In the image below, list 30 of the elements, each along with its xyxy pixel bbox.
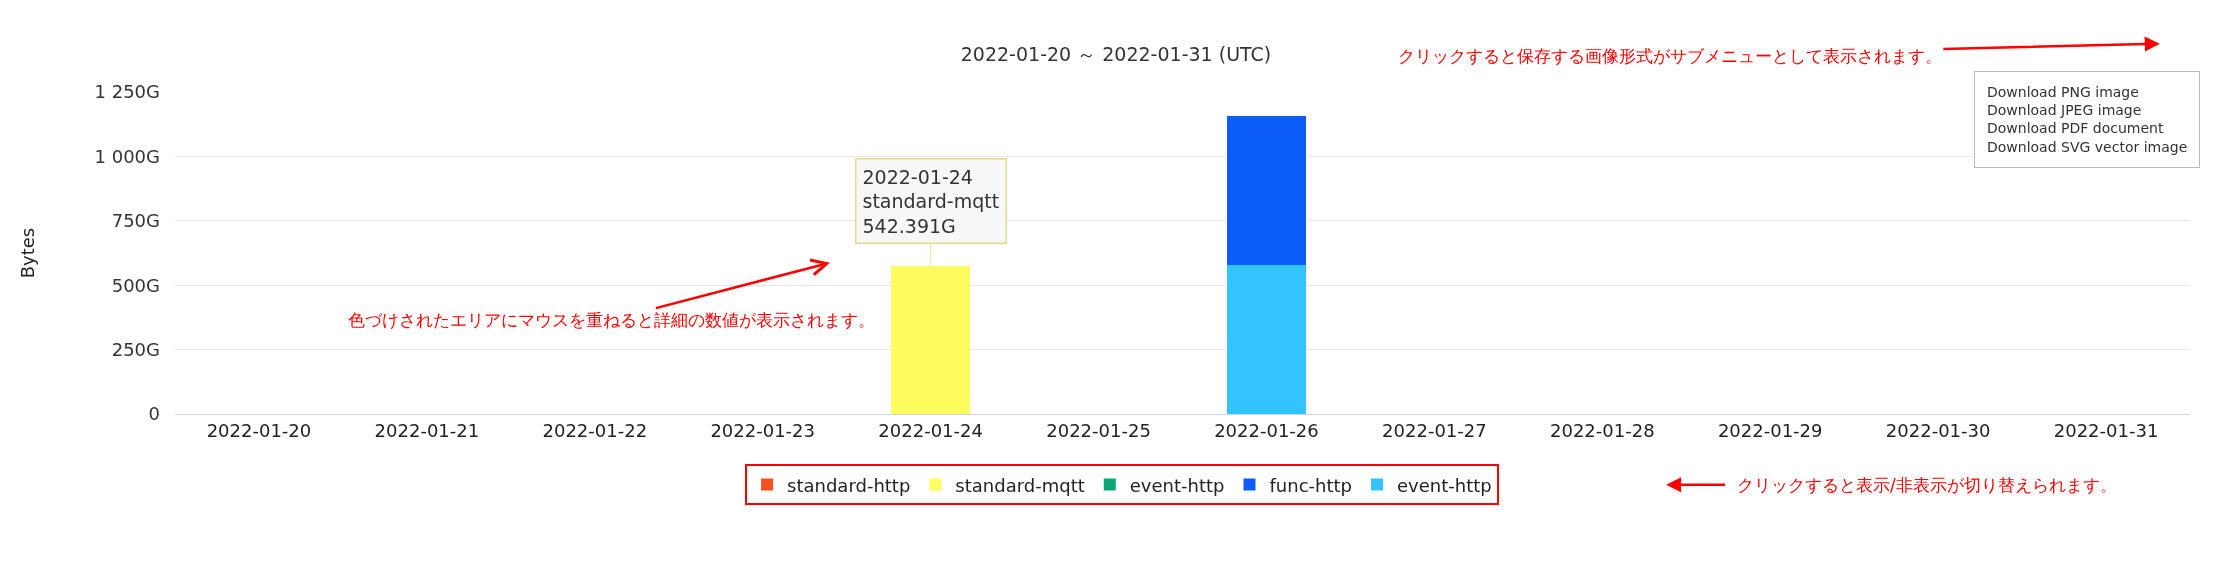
chart-title: 2022-01-20 ～ 2022-01-31 (UTC) <box>960 42 1272 65</box>
text: クリックすると表示/非表示が切り替えられます。 <box>1737 475 2117 495</box>
text: クリックすると保存する画像形式がサブメニューとして表示されます。 <box>1398 46 1942 66</box>
x-tick-label: 2022-01-29 <box>1717 419 1823 441</box>
x-tick-label: 2022-01-31 <box>2053 419 2159 441</box>
y-tick-label: 250G <box>111 338 160 360</box>
y-tick-label: 750G <box>111 210 160 232</box>
x-tick-label: 2022-01-28 <box>1549 419 1655 441</box>
annotation: 2022-01-24 standard-mqtt 542.391G <box>862 165 1000 237</box>
legend-label: standard-http <box>787 474 911 496</box>
y-tick-label: 1 000G <box>94 145 160 167</box>
x-tick-label: 2022-01-24 <box>878 419 983 441</box>
annotation: 色づけされたエリアにマウスを重ねると詳細の数値が表示されます。 <box>348 310 875 330</box>
annotation: Download PNG image Download JPEG image Download PDF document Download SVG vector image <box>1987 84 2188 155</box>
legend-label: standard-mqtt <box>955 474 1085 496</box>
y-tick-label: 0 <box>148 403 160 425</box>
legend-label: func-http <box>1269 474 1352 496</box>
x-tick-label: 2022-01-27 <box>1382 419 1487 441</box>
x-tick-label: 2022-01-25 <box>1046 419 1151 441</box>
x-tick-label: 2022-01-30 <box>1885 419 1991 441</box>
x-tick-label: 2022-01-21 <box>374 419 480 441</box>
x-tick-label: 2022-01-22 <box>542 419 648 441</box>
y-axis-title: Bytes <box>16 227 38 279</box>
y-tick-label: 1 250G <box>94 81 160 103</box>
legend-label: event-http <box>1129 474 1225 496</box>
legend-label: event-http <box>1396 474 1492 496</box>
x-tick-label: 2022-01-23 <box>710 419 816 441</box>
x-tick-label: 2022-01-20 <box>206 419 312 441</box>
y-tick-label: 500G <box>111 274 160 296</box>
x-tick-label: 2022-01-26 <box>1214 419 1319 441</box>
